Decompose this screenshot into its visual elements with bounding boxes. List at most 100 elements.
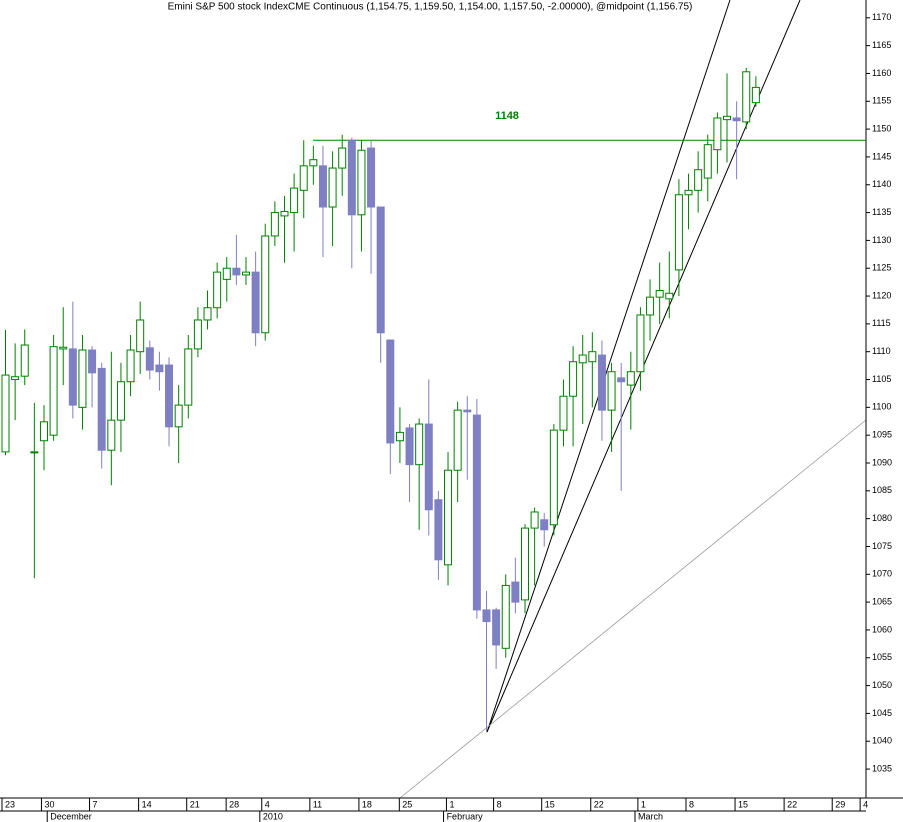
candle-body bbox=[424, 423, 433, 511]
candle-body bbox=[39, 421, 48, 442]
candle-body bbox=[607, 371, 616, 411]
candle-body bbox=[415, 423, 424, 466]
candle-body bbox=[78, 349, 87, 408]
x-tick-label: 28 bbox=[229, 799, 239, 809]
candle-body bbox=[597, 354, 606, 411]
x-tick-label: 21 bbox=[190, 799, 200, 809]
candle-body bbox=[251, 271, 260, 334]
x-tick-label: 22 bbox=[787, 799, 797, 809]
candle-body bbox=[655, 289, 664, 298]
y-tick-label: 1145 bbox=[872, 151, 891, 161]
candle-body bbox=[405, 427, 414, 466]
y-tick-label: 1065 bbox=[872, 596, 892, 606]
candle-body bbox=[578, 354, 587, 364]
candle-body bbox=[145, 347, 154, 371]
candle-body bbox=[540, 519, 549, 531]
channel-line-upper bbox=[486, 0, 731, 733]
y-tick-label: 1135 bbox=[872, 207, 891, 217]
candle-body bbox=[482, 609, 491, 623]
candle-body bbox=[49, 346, 58, 436]
candle-body bbox=[68, 348, 77, 406]
candle-body bbox=[242, 271, 251, 276]
candle-body bbox=[549, 429, 558, 526]
candle-body bbox=[723, 115, 732, 121]
candle-body bbox=[1, 374, 10, 453]
candle-body bbox=[511, 581, 520, 603]
candle-body bbox=[30, 451, 39, 454]
candle-body bbox=[530, 511, 539, 529]
candle-body bbox=[559, 395, 568, 431]
chart-title: Emini S&P 500 stock IndexCME Continuous … bbox=[168, 2, 693, 13]
x-tick-label: 23 bbox=[5, 799, 15, 809]
y-tick-label: 1130 bbox=[872, 235, 891, 245]
y-tick-label: 1045 bbox=[872, 708, 892, 718]
candle-body bbox=[59, 346, 68, 350]
y-tick-label: 1120 bbox=[872, 290, 891, 300]
candle-body bbox=[338, 147, 347, 169]
candle-body bbox=[165, 364, 174, 428]
y-tick-label: 1125 bbox=[872, 263, 891, 273]
candle-body bbox=[367, 147, 376, 208]
candle-body bbox=[97, 367, 106, 451]
candle-body bbox=[751, 86, 760, 104]
candle-body bbox=[222, 267, 231, 280]
month-label: 2010 bbox=[263, 811, 283, 821]
support-line bbox=[399, 419, 867, 799]
level-label: 1148 bbox=[495, 110, 519, 122]
y-tick-label: 1075 bbox=[872, 541, 892, 551]
candle-body bbox=[88, 349, 97, 374]
candle-body bbox=[318, 165, 327, 208]
candle-body bbox=[472, 414, 481, 611]
candle-body bbox=[213, 271, 222, 309]
candle-body bbox=[694, 169, 703, 191]
y-tick-label: 1115 bbox=[872, 318, 891, 328]
x-tick-label: 8 bbox=[689, 799, 694, 809]
candle-body bbox=[174, 404, 183, 428]
candle-body bbox=[713, 117, 722, 151]
y-tick-label: 1090 bbox=[872, 457, 892, 467]
candle-body bbox=[742, 71, 751, 123]
month-label: December bbox=[50, 811, 92, 821]
x-tick-label: 29 bbox=[835, 799, 845, 809]
x-tick-label: 25 bbox=[402, 799, 412, 809]
candle-body bbox=[463, 409, 472, 413]
candle-body bbox=[270, 212, 279, 237]
candle-body bbox=[11, 376, 20, 381]
y-tick-label: 1170 bbox=[872, 12, 891, 22]
x-tick-label: 15 bbox=[738, 799, 748, 809]
y-tick-label: 1080 bbox=[872, 513, 892, 523]
y-tick-label: 1160 bbox=[872, 68, 891, 78]
x-tick-label: 7 bbox=[93, 799, 98, 809]
candle-body bbox=[309, 159, 318, 167]
candle-body bbox=[280, 210, 289, 217]
candle-body bbox=[569, 361, 578, 397]
y-tick-label: 1055 bbox=[872, 652, 892, 662]
candle-body bbox=[492, 609, 501, 646]
x-tick-label: 18 bbox=[362, 799, 372, 809]
candle-body bbox=[646, 296, 655, 316]
candle-body bbox=[107, 419, 116, 451]
y-tick-label: 1035 bbox=[872, 763, 892, 773]
candle-body bbox=[203, 307, 212, 321]
candle-body bbox=[386, 339, 395, 444]
candle-body bbox=[501, 584, 510, 649]
y-tick-label: 1110 bbox=[872, 346, 891, 356]
x-tick-label: 30 bbox=[44, 799, 54, 809]
y-tick-label: 1165 bbox=[872, 40, 891, 50]
candle-body bbox=[261, 235, 270, 334]
x-tick-label: 4 bbox=[863, 799, 868, 809]
candle-body bbox=[617, 377, 626, 383]
y-tick-label: 1060 bbox=[872, 624, 892, 634]
y-tick-label: 1105 bbox=[872, 374, 891, 384]
candle-body bbox=[357, 149, 366, 216]
y-tick-label: 1050 bbox=[872, 680, 892, 690]
x-tick-label: 14 bbox=[142, 799, 152, 809]
candle-body bbox=[328, 167, 337, 208]
month-label: February bbox=[447, 811, 484, 821]
candle-body bbox=[588, 351, 597, 363]
x-tick-label: 15 bbox=[545, 799, 555, 809]
candle-body bbox=[193, 319, 202, 350]
candle-body bbox=[136, 319, 145, 353]
